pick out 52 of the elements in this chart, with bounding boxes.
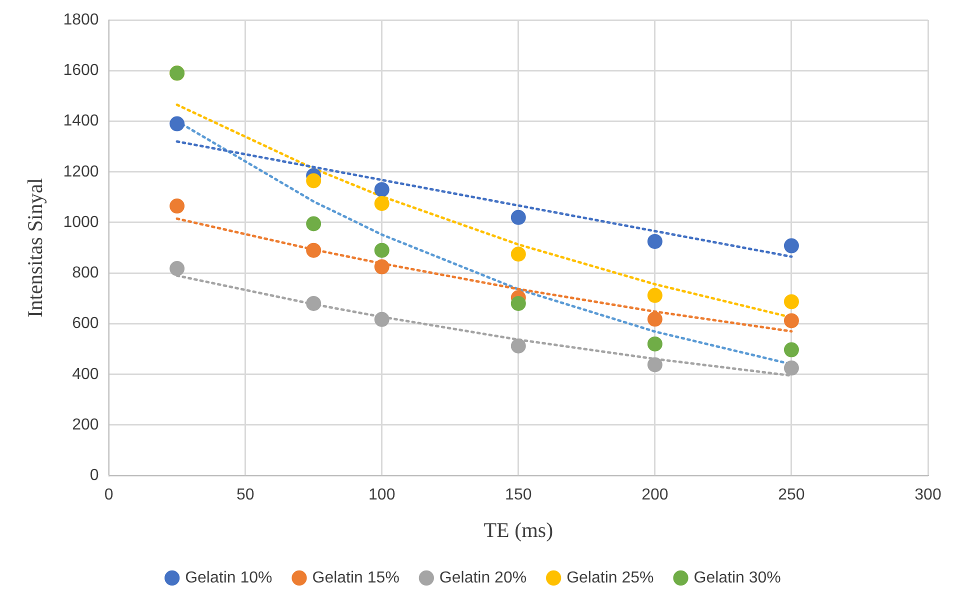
point [170,261,185,276]
point [374,242,390,258]
point [306,242,322,258]
line-series [176,217,793,333]
point [510,296,526,311]
x-tick-label: 50 [236,486,254,504]
point [647,336,662,352]
y-tick-label: 1400 [63,112,99,130]
legend-label: Gelatin 25% [566,569,654,586]
point [784,360,799,376]
point [647,288,662,303]
y-tick-label: 600 [72,315,99,332]
point [647,357,662,372]
y-tick-label: 1600 [63,62,99,80]
y-tick-label: 800 [72,264,99,282]
point [784,294,799,310]
point [784,313,799,328]
legend-label: Gelatin 30% [694,569,781,586]
point [170,116,185,132]
legend-label: Gelatin 15% [312,569,400,586]
legend-label: Gelatin 10% [185,569,272,586]
point [170,198,185,214]
x-tick-label: 100 [368,486,396,504]
y-axis-title: Intensitas Sinyal [23,178,48,318]
y-tick-label: 0 [90,467,99,484]
y-tick-label: 200 [72,416,99,434]
point [306,173,322,188]
x-tick-label: 200 [642,486,668,504]
x-tick-label: 250 [778,486,805,504]
point [374,196,390,212]
x-tick-label: 150 [505,486,532,504]
y-tick-label: 1000 [63,214,99,231]
line-series [176,140,793,258]
point [647,234,662,249]
point [784,238,799,254]
y-tick-label: 1800 [63,11,99,28]
point [374,182,390,198]
y-tick-label: 1200 [63,163,99,180]
point [306,216,322,232]
point [374,312,390,327]
point [510,246,526,262]
legend-label: Gelatin 20% [439,569,527,586]
point [510,210,526,225]
y-tick-label: 400 [72,366,99,383]
x-tick-label: 0 [104,486,114,504]
x-axis-title: TE (ms) [484,518,554,542]
point [374,259,390,274]
x-tick-label: 300 [914,486,942,504]
point [784,342,799,358]
point [306,296,322,311]
point [647,312,662,327]
point [510,338,526,354]
